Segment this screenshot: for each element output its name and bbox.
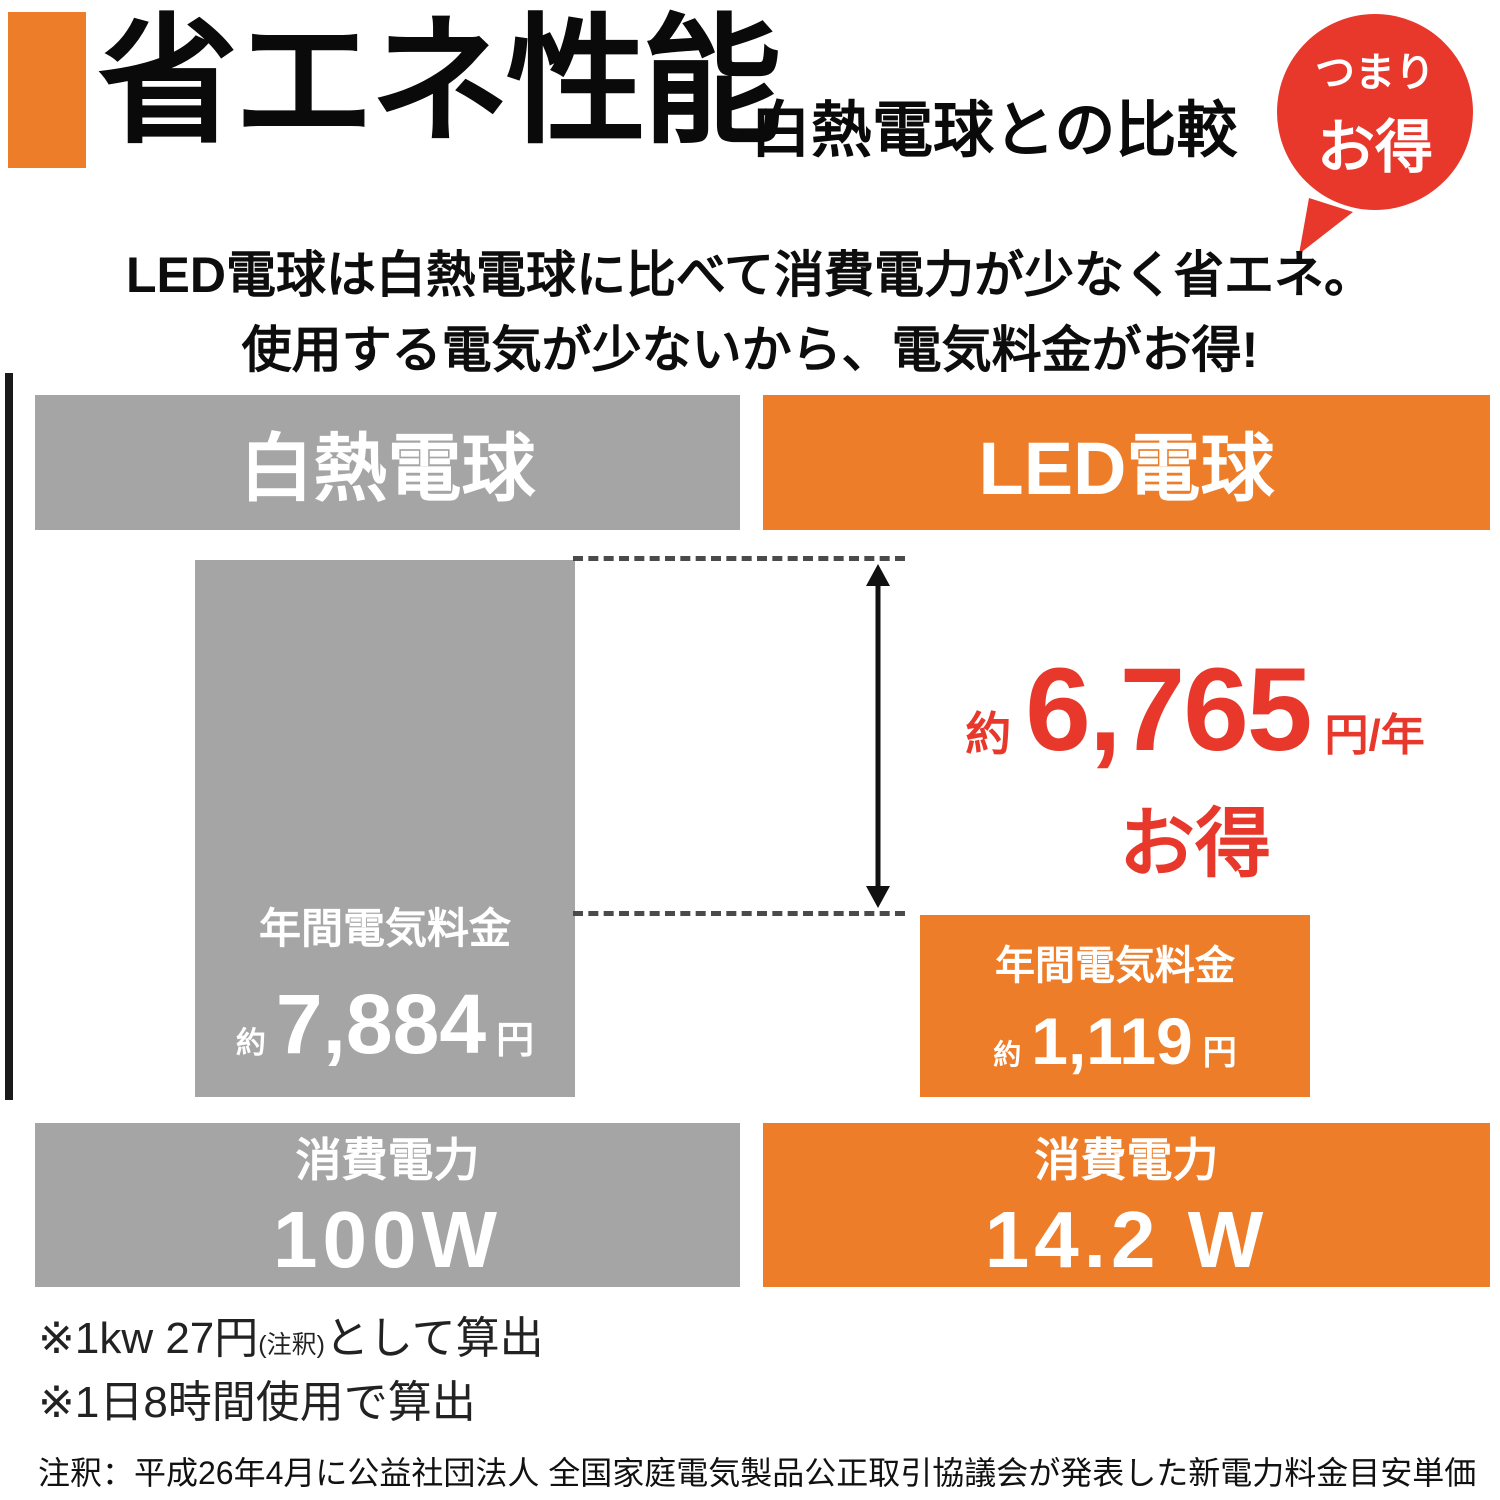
note-calculation-rate: ※1kw 27円(注釈)として算出 <box>38 1302 544 1366</box>
incandescent-cost-bar: 年間電気料金 約 7,884 円 <box>195 560 575 1097</box>
savings-annotation: 約 6,765 円/年 お得 <box>900 642 1490 892</box>
badge-line2: お得 <box>1316 115 1433 180</box>
power-value: 14.2 W <box>984 1195 1269 1284</box>
led-cost-bar: 年間電気料金 約 1,119 円 <box>920 915 1310 1097</box>
power-label: 消費電力 <box>295 1134 480 1186</box>
led-power-panel: 消費電力 14.2 W <box>763 1123 1490 1287</box>
page-subtitle: 白熱電球との比較 <box>750 96 1238 164</box>
power-label: 消費電力 <box>1034 1134 1219 1186</box>
cost-unit: 円 <box>496 1020 535 1062</box>
note1-tail: として算出 <box>324 1314 544 1363</box>
cost-unit: 円 <box>1202 1034 1237 1072</box>
footnote-source: 注釈：平成26年4月に公益社団法人 全国家庭電気製品公正取引協議会が発表した新電… <box>38 1455 1477 1491</box>
speech-bubble-tail-icon <box>1299 198 1353 254</box>
note1-main: ※1kw 27円 <box>38 1314 259 1363</box>
title-accent-block <box>8 12 86 168</box>
column-header-led: LED電球 <box>763 395 1490 530</box>
chart-axis-line <box>5 373 13 1100</box>
column-header-incandescent: 白熱電球 <box>35 395 740 530</box>
savings-speech-bubble: つまり お得 <box>1277 14 1473 210</box>
badge-line1: つまり <box>1315 51 1435 95</box>
dashed-guide-bottom <box>573 911 905 916</box>
cost-number: 7,884 <box>275 977 487 1071</box>
double-arrow-icon <box>866 564 890 908</box>
note1-small: (注釈) <box>258 1331 325 1359</box>
intro-line1: LED電球は白熱電球に比べて消費電力が少なく省エネ。 <box>126 247 1374 303</box>
approx-prefix: 約 <box>993 1039 1022 1070</box>
savings-caption: お得 <box>1119 802 1271 887</box>
page-title: 省エネ性能 <box>98 3 782 160</box>
note-usage-hours: ※1日8時間使用で算出 <box>38 1378 476 1427</box>
approx-prefix: 約 <box>235 1027 266 1060</box>
incandescent-power-panel: 消費電力 100W <box>35 1123 740 1287</box>
savings-unit: 円/年 <box>1324 711 1425 760</box>
dashed-guide-top <box>573 556 905 561</box>
savings-approx: 約 <box>965 708 1012 760</box>
cost-number: 1,119 <box>1031 1004 1193 1078</box>
intro-line2: 使用する電気が少ないから、電気料金がお得! <box>241 322 1259 378</box>
savings-amount-line: 約 6,765 円/年 <box>900 642 1490 778</box>
power-value: 100W <box>273 1195 502 1284</box>
savings-number: 6,765 <box>1025 644 1312 776</box>
intro-text: LED電球は白熱電球に比べて消費電力が少なく省エネ。 使用する電気が少ないから、… <box>0 238 1500 388</box>
incandescent-cost-label: 年間電気料金 <box>258 905 511 952</box>
led-cost-label: 年間電気料金 <box>995 944 1235 988</box>
led-cost-value: 約 1,119 円 <box>993 1003 1237 1079</box>
incandescent-cost-value: 約 7,884 円 <box>236 976 534 1073</box>
